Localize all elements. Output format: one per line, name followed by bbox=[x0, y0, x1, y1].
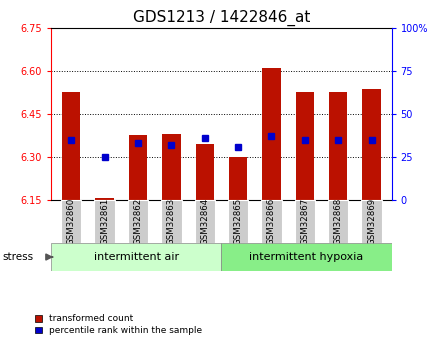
Text: GSM32869: GSM32869 bbox=[367, 198, 376, 245]
Bar bbox=[261, 200, 282, 243]
Bar bbox=[194, 200, 215, 243]
Bar bbox=[361, 200, 382, 243]
Bar bbox=[195, 144, 214, 200]
Text: intermittent air: intermittent air bbox=[94, 252, 179, 262]
Bar bbox=[262, 68, 281, 200]
Text: stress: stress bbox=[2, 253, 33, 262]
Title: GDS1213 / 1422846_at: GDS1213 / 1422846_at bbox=[133, 10, 310, 26]
Bar bbox=[162, 134, 181, 200]
Text: GSM32864: GSM32864 bbox=[200, 198, 209, 245]
Legend: transformed count, percentile rank within the sample: transformed count, percentile rank withi… bbox=[31, 311, 206, 339]
Bar bbox=[295, 92, 314, 200]
Bar bbox=[51, 243, 222, 271]
Bar bbox=[229, 157, 247, 200]
Bar bbox=[161, 200, 182, 243]
Bar bbox=[95, 198, 114, 200]
Text: GSM32868: GSM32868 bbox=[334, 198, 343, 245]
Bar bbox=[222, 243, 392, 271]
Text: GSM32865: GSM32865 bbox=[234, 198, 243, 245]
Bar bbox=[94, 200, 115, 243]
Bar bbox=[328, 200, 348, 243]
Bar bbox=[228, 200, 248, 243]
Text: GSM32860: GSM32860 bbox=[67, 198, 76, 245]
Bar bbox=[128, 200, 148, 243]
Bar bbox=[62, 92, 81, 200]
Bar bbox=[295, 200, 315, 243]
Bar bbox=[362, 89, 381, 200]
Text: GSM32862: GSM32862 bbox=[134, 198, 142, 245]
Text: GSM32861: GSM32861 bbox=[100, 198, 109, 245]
Bar bbox=[129, 135, 147, 200]
Text: GSM32866: GSM32866 bbox=[267, 198, 276, 245]
Bar bbox=[61, 200, 81, 243]
Text: intermittent hypoxia: intermittent hypoxia bbox=[249, 252, 364, 262]
Bar bbox=[329, 92, 348, 200]
Text: GSM32863: GSM32863 bbox=[167, 198, 176, 245]
Text: GSM32867: GSM32867 bbox=[300, 198, 309, 245]
